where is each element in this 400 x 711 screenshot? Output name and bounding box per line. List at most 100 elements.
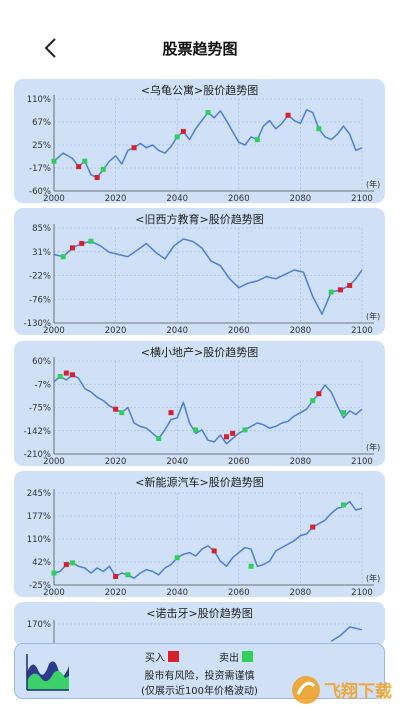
price-line (53, 374, 363, 445)
sell-marker (57, 374, 63, 379)
buy-marker (63, 562, 69, 568)
sell-marker (88, 238, 94, 244)
sell-marker (341, 410, 347, 416)
sell-marker (51, 570, 57, 576)
x-unit-label: (年) (366, 442, 380, 452)
chart-card-1[interactable]: <旧西方教育>股价趋势图 85% 31% -22% -76% -130% 2000 2020… (14, 208, 385, 335)
sell-marker (254, 137, 260, 143)
y-tick-label: 31% (32, 248, 51, 258)
buy-marker (223, 434, 229, 440)
y-tick-label: 42% (32, 558, 51, 568)
y-tick-label: -210% (24, 450, 51, 460)
sell-marker (82, 158, 88, 164)
x-tick-label: 2000 (43, 457, 65, 466)
y-tick-label: 67% (32, 118, 51, 128)
buy-marker (94, 174, 100, 180)
stock-chart: 110% 67% 25% -17% -60%2000 2020 2040 2060 2080 21… (27, 95, 380, 203)
buy-marker (310, 524, 316, 530)
chart-title: <新能源汽车>股价趋势图 (135, 476, 264, 489)
y-tick-label: 245% (27, 489, 51, 499)
header-bar: 股票趋势图 (0, 0, 400, 78)
x-tick-label: 2000 (43, 326, 65, 335)
chart-card-0[interactable]: <乌龟公寓>股价趋势图 110% 67% 25% -17% -60% 2000 2020 20… (14, 79, 385, 203)
buy-marker (347, 282, 353, 288)
sell-marker (125, 572, 131, 578)
sell-marker (100, 166, 106, 172)
risk-warning-text: 股市有风险，投资需谨慎 (144, 671, 255, 682)
sell-marker (174, 134, 180, 140)
buy-marker (69, 372, 75, 378)
x-tick-label: 2020 (105, 326, 127, 335)
back-arrow-icon[interactable] (40, 36, 64, 60)
chart-area-icon (25, 652, 71, 692)
sell-marker (242, 427, 248, 433)
logo-icon (292, 676, 320, 704)
sell-marker (69, 560, 75, 566)
page-title: 股票趋势图 (162, 40, 238, 58)
sell-marker (119, 410, 125, 416)
sell-marker (205, 110, 211, 116)
x-tick-label: 2080 (290, 326, 312, 335)
chart-title: <诺击牙>股价趋势图 (146, 607, 253, 620)
buy-marker (63, 370, 69, 376)
sell-marker (328, 289, 334, 295)
stock-chart: 170% (27, 620, 363, 646)
buy-marker (131, 145, 137, 151)
sell-legend-label: 卖出 (219, 653, 239, 664)
sell-marker (156, 436, 162, 441)
sell-marker (174, 555, 180, 561)
y-tick-label: -76% (29, 295, 51, 305)
chart-title: <乌龟公寓>股价趋势图 (140, 84, 259, 97)
sell-marker (248, 563, 254, 569)
x-tick-label: 2020 (105, 588, 127, 597)
y-tick-label: 110% (27, 535, 51, 545)
buy-marker (211, 548, 217, 554)
x-tick-label: 2100 (351, 326, 373, 335)
y-tick-label: -60% (29, 187, 51, 197)
buy-marker (285, 112, 291, 118)
y-tick-label: 177% (27, 512, 51, 522)
y-tick-label: -142% (24, 427, 51, 437)
x-tick-label: 2060 (228, 326, 250, 335)
buy-marker (337, 287, 343, 293)
x-unit-label: (年) (366, 573, 380, 583)
price-line (53, 500, 363, 579)
y-tick-label: 170% (27, 620, 51, 630)
x-unit-label: (年) (366, 179, 380, 189)
chart-card-3[interactable]: <新能源汽车>股价趋势图 245% 177% 110% 42% -25% 2000 2020… (14, 471, 385, 597)
x-tick-label: 2000 (43, 194, 65, 203)
y-tick-label: -75% (29, 404, 51, 414)
x-tick-label: 2020 (105, 457, 127, 466)
chart-card-4[interactable]: <诺击牙>股价趋势图 170% (14, 602, 385, 646)
x-tick-label: 2040 (166, 457, 188, 466)
sell-marker (341, 502, 347, 508)
legend-panel: 买入 卖出 股市有风险，投资需谨慎 (仅展示近100年价格波动) (14, 643, 385, 699)
x-tick-label: 2040 (166, 326, 188, 335)
buy-marker (316, 391, 322, 397)
x-unit-label: (年) (366, 311, 380, 321)
x-tick-label: 2100 (351, 457, 373, 466)
legend-keys: 买入 卖出 (145, 649, 293, 664)
sell-marker (60, 254, 66, 260)
sell-marker (51, 158, 57, 164)
y-tick-label: -7% (34, 380, 51, 390)
buy-marker (79, 240, 85, 246)
site-watermark: 飞翔下载 (292, 676, 392, 704)
y-tick-label: -22% (29, 272, 51, 282)
x-tick-label: 2060 (228, 194, 250, 203)
sell-marker (193, 427, 199, 433)
chart-title: <旧西方教育>股价趋势图 (135, 213, 264, 226)
chart-title: <横小地产>股价趋势图 (140, 346, 259, 359)
y-tick-label: 60% (32, 357, 51, 367)
y-tick-label: 110% (27, 95, 51, 105)
watermark-text: 飞翔下载 (324, 681, 392, 702)
y-tick-label: 85% (32, 224, 51, 234)
buy-marker (76, 164, 82, 170)
y-tick-label: -25% (29, 581, 51, 591)
x-tick-label: 2040 (166, 588, 188, 597)
chart-card-2[interactable]: <横小地产>股价趋势图 60% -7% -75% -142% -210% 2000 2020… (14, 341, 385, 466)
x-tick-label: 2060 (228, 588, 250, 597)
range-note-text: (仅展示近100年价格波动) (141, 686, 258, 697)
x-tick-label: 2080 (290, 457, 312, 466)
sell-swatch (242, 651, 253, 662)
